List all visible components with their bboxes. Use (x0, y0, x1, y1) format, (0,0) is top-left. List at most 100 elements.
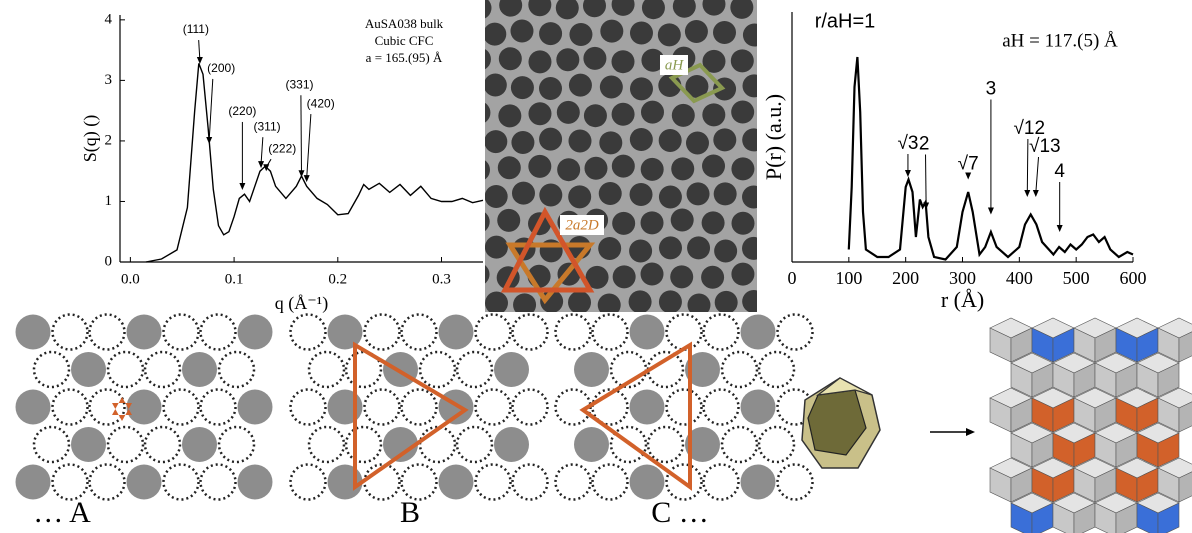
empty-site (418, 350, 457, 389)
annotation-arrow (1035, 156, 1040, 194)
arrow-head (263, 164, 270, 172)
filled-site (237, 464, 273, 500)
particle (713, 20, 736, 44)
empty-site (289, 463, 327, 501)
empty-site (591, 463, 629, 501)
empty-site (455, 425, 494, 464)
particle (771, 293, 794, 316)
arrow-head (965, 172, 972, 180)
empty-site (665, 388, 703, 426)
cell-right (1157, 362, 1180, 398)
particle (640, 262, 664, 286)
particle (568, 73, 592, 97)
filled-site (327, 464, 363, 500)
arrow-head (1032, 190, 1039, 197)
empty-site (665, 463, 703, 501)
particle (568, 290, 592, 312)
filled-site (126, 464, 162, 500)
particle (629, 21, 653, 45)
particle (612, 265, 636, 289)
particle (672, 0, 696, 18)
annotation-arrow (300, 95, 302, 174)
tem-label: aH (665, 57, 685, 73)
particle (772, 236, 795, 259)
particle (611, 154, 635, 178)
particle (611, 50, 635, 74)
particle (742, 236, 757, 260)
filled-site (629, 464, 665, 500)
particle (657, 23, 681, 47)
particle (485, 185, 508, 209)
filled-site (237, 314, 273, 350)
particle (528, 0, 552, 17)
particle (742, 290, 757, 312)
stacking-diagrams (15, 313, 814, 501)
triangle (353, 341, 469, 491)
particle (611, 0, 635, 16)
empty-site (143, 425, 182, 464)
x-tick-label: 500 (1063, 268, 1090, 288)
filled-site (15, 389, 51, 425)
empty-site (511, 463, 549, 501)
filled-site (629, 389, 665, 425)
empty-site (720, 425, 759, 464)
particle (742, 23, 757, 47)
annotation: √7 (958, 154, 979, 175)
empty-site (106, 425, 145, 464)
filled-site (182, 352, 217, 387)
empty-site (720, 350, 759, 389)
empty-site (289, 313, 327, 351)
empty-site (418, 425, 457, 464)
particle (640, 211, 664, 235)
annotation: √12 (1014, 118, 1046, 139)
particle (730, 49, 754, 73)
x-tick-label: 0.3 (432, 271, 451, 287)
particle (485, 130, 508, 154)
empty-site (217, 425, 256, 464)
particle (774, 20, 797, 43)
filled-site (126, 314, 162, 350)
particle (641, 48, 665, 72)
particle (758, 47, 781, 70)
particle (510, 19, 534, 43)
particle (511, 131, 535, 155)
empty-site (474, 463, 512, 501)
triangle (500, 206, 595, 293)
particle (742, 128, 757, 152)
cell-left (1136, 502, 1159, 533)
particle (498, 47, 522, 71)
particle (510, 76, 534, 100)
cell-right (1178, 401, 1192, 433)
particle (658, 236, 682, 260)
particle (497, 156, 521, 180)
cell-left (1052, 502, 1075, 533)
filled-site (438, 314, 474, 350)
particle (539, 183, 563, 207)
particle (731, 100, 755, 124)
filled-site (15, 314, 51, 350)
particle (713, 128, 737, 152)
particle (702, 0, 726, 16)
y-axis-label: S(q) () (80, 115, 101, 163)
empty-site (400, 313, 438, 351)
annotation: (420) (307, 96, 335, 110)
data-line (145, 63, 484, 263)
particle (701, 265, 725, 289)
particle (485, 291, 508, 312)
stacking-label: … A (33, 496, 91, 529)
particle (599, 131, 623, 155)
filled-site (15, 464, 51, 500)
empty-site (307, 350, 346, 389)
filled-site (494, 427, 529, 462)
cell-right (1178, 471, 1192, 503)
particle (582, 0, 606, 18)
empty-site (400, 463, 438, 501)
y-tick-label: 0 (105, 253, 113, 269)
particle (539, 22, 563, 46)
particle (568, 129, 592, 153)
empty-site (51, 463, 89, 501)
particle (685, 74, 709, 98)
text-box-line: a = 165.(95) Å (366, 50, 443, 65)
empty-site (289, 388, 327, 426)
